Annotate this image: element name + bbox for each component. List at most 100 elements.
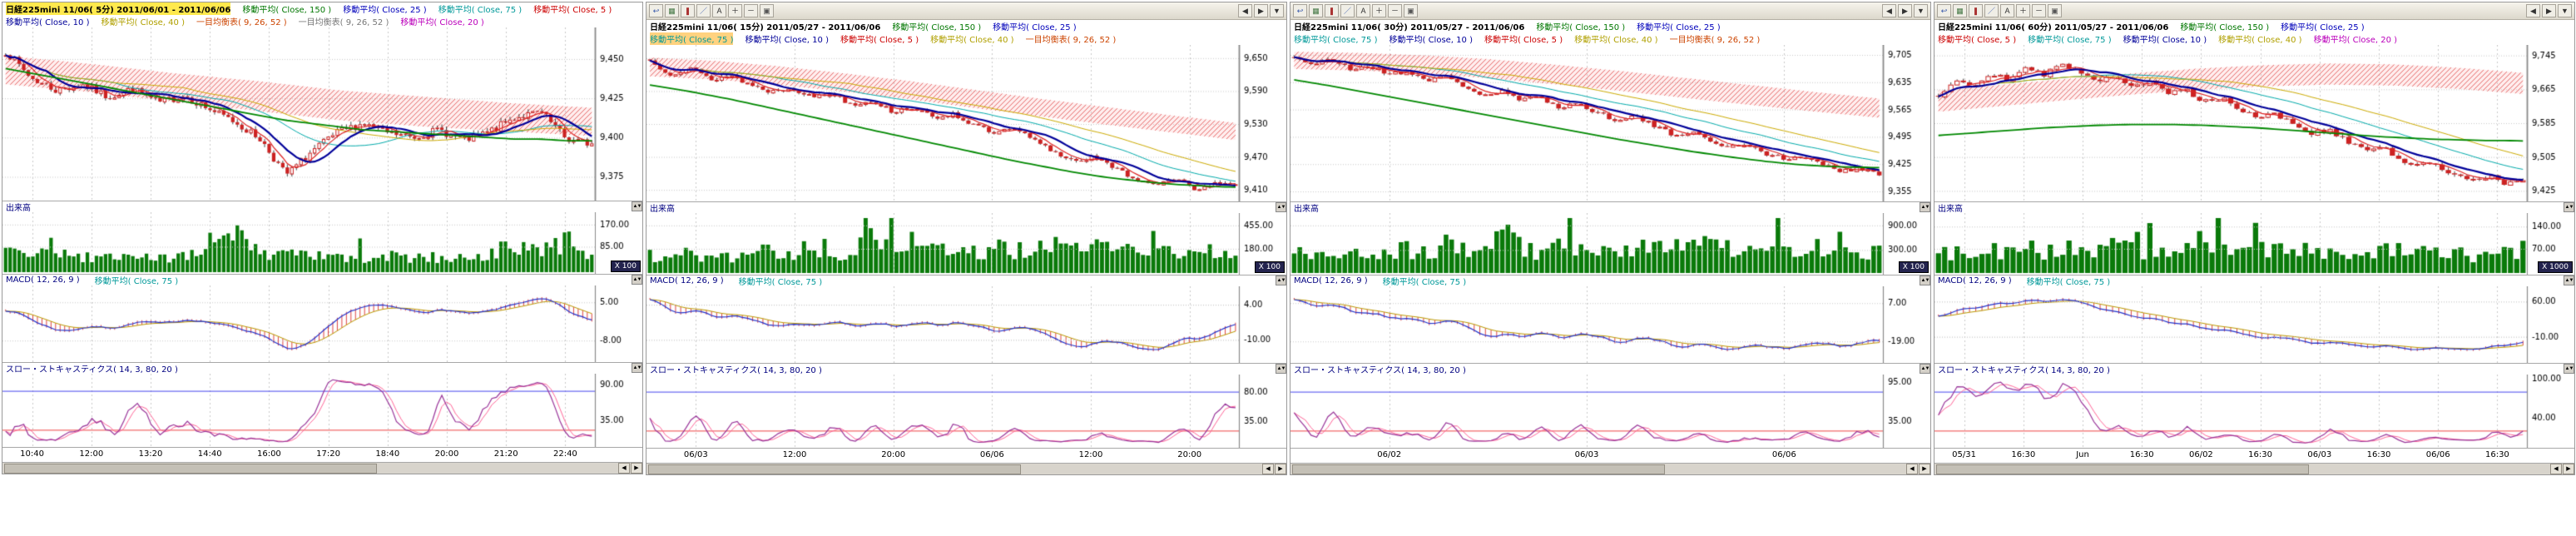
axis-spinner[interactable]: ▲▼	[1920, 364, 1930, 374]
axis-spinner[interactable]: ▲▼	[2564, 275, 2574, 285]
time-tick-label: 10:40	[20, 449, 45, 459]
menu-dropdown-icon[interactable]: ▼	[1270, 4, 1284, 17]
scroll-right-button[interactable]: ▶	[1275, 464, 1286, 474]
volume-label: 出来高	[1294, 205, 1319, 213]
scroll-right-button[interactable]: ▶	[2563, 464, 2574, 474]
scroll-right-button[interactable]: ▶	[631, 463, 642, 474]
zoom-out-icon[interactable]: －	[1388, 4, 1402, 17]
zoom-in-icon[interactable]: ＋	[1372, 4, 1386, 17]
scroll-left-button[interactable]: ◀	[2550, 464, 2562, 474]
macd-section: MACD( 12, 26, 9 ) 移動平均( Close, 75 ) ▲▼	[1290, 275, 1930, 364]
horizontal-scrollbar[interactable]: ◀ ▶	[646, 464, 1286, 474]
stochastics-canvas	[1934, 375, 2574, 448]
chart-grid-icon[interactable]: ▦	[1953, 4, 1967, 17]
legend-item: 移動平均( Close, 20 )	[2313, 36, 2398, 45]
scroll-right-button[interactable]: ▶	[1919, 464, 1930, 474]
horizontal-scrollbar[interactable]: ◀ ▶	[1290, 464, 1930, 474]
trendline-icon[interactable]: ／	[696, 4, 711, 17]
chart-toolbar: ↩ ▦ ❚ ／ A ＋－ ▣ ◀ ▶ ▼	[646, 2, 1286, 20]
scroll-back-icon[interactable]: ◀	[2526, 4, 2540, 17]
scroll-back-icon[interactable]: ◀	[1882, 4, 1896, 17]
settings-icon[interactable]: ▣	[1404, 4, 1418, 17]
zoom-in-icon[interactable]: ＋	[2016, 4, 2030, 17]
axis-spinner[interactable]: ▲▼	[1276, 202, 1286, 212]
menu-dropdown-icon[interactable]: ▼	[2558, 4, 2572, 17]
price-chart-section	[646, 45, 1286, 202]
settings-icon[interactable]: ▣	[2048, 4, 2062, 17]
text-tool-icon[interactable]: A	[1356, 4, 1370, 17]
axis-spinner[interactable]: ▲▼	[632, 275, 642, 285]
stochastics-label: スロー・ストキャスティクス( 14, 3, 80, 20 )	[6, 365, 178, 374]
chart-window-5min: 日経225mini 11/06( 5分) 2011/06/01 - 2011/0…	[2, 2, 643, 474]
scroll-forward-icon[interactable]: ▶	[1898, 4, 1912, 17]
chart-grid-icon[interactable]: ▦	[665, 4, 679, 17]
legend-item: 一目均衡表( 9, 26, 52 )	[298, 18, 389, 27]
horizontal-scrollbar[interactable]: ◀ ▶	[1934, 464, 2574, 474]
scroll-forward-icon[interactable]: ▶	[1254, 4, 1268, 17]
axis-spinner[interactable]: ▲▼	[2564, 202, 2574, 212]
legend-item: 移動平均( Close, 150 )	[242, 6, 332, 15]
volume-scale-badge: X 1000	[2538, 261, 2573, 273]
undo-icon[interactable]: ↩	[649, 4, 663, 17]
zoom-out-icon[interactable]: －	[2032, 4, 2046, 17]
time-tick-label: 06/06	[1771, 450, 1796, 459]
scroll-forward-icon[interactable]: ▶	[2542, 4, 2556, 17]
candlestick-icon[interactable]: ❚	[1325, 4, 1339, 17]
axis-spinner[interactable]: ▲▼	[1276, 275, 1286, 285]
legend-item: 移動平均( Close, 40 )	[1574, 36, 1658, 45]
axis-spinner[interactable]: ▲▼	[1276, 364, 1286, 374]
macd-label: MACD( 12, 26, 9 )	[1294, 276, 1368, 285]
axis-spinner[interactable]: ▲▼	[1920, 275, 1930, 285]
axis-spinner[interactable]: ▲▼	[2564, 364, 2574, 374]
scrollbar-thumb[interactable]	[648, 464, 1022, 474]
macd-label: MACD( 12, 26, 9 )	[6, 275, 80, 285]
candlestick-icon[interactable]: ❚	[1969, 4, 1983, 17]
scrollbar-thumb[interactable]	[1292, 464, 1666, 474]
scroll-left-button[interactable]: ◀	[618, 463, 630, 474]
macd-ma-label: 移動平均( Close, 75 )	[1382, 278, 1467, 286]
text-tool-icon[interactable]: A	[2000, 4, 2014, 17]
legend-item: 移動平均( Close, 150 )	[892, 23, 982, 32]
zoom-in-icon[interactable]: ＋	[728, 4, 742, 17]
trendline-icon[interactable]: ／	[1984, 4, 1999, 17]
volume-canvas	[1290, 213, 1930, 275]
zoom-out-icon[interactable]: －	[744, 4, 758, 17]
chart-window-30min: ↩ ▦ ❚ ／ A ＋－ ▣ ◀ ▶ ▼ 日経225mini 11/06( 30分) 2011/0…	[1290, 2, 1931, 475]
time-tick-label: 12:00	[782, 450, 807, 459]
chart-grid-icon[interactable]: ▦	[1309, 4, 1323, 17]
price-chart-canvas[interactable]	[2, 27, 642, 201]
time-tick-label: 06/02	[1377, 450, 1402, 459]
legend-item: 移動平均( Close, 25 )	[993, 23, 1077, 32]
macd-ma-label: 移動平均( Close, 75 )	[738, 278, 823, 286]
axis-spinner[interactable]: ▲▼	[632, 201, 642, 211]
legend-row-2: 移動平均( Close, 75 ) 移動平均( Close, 10 ) 移動平均( …	[1290, 32, 1930, 45]
price-chart-canvas[interactable]	[1290, 45, 1930, 201]
scrollbar-thumb[interactable]	[1936, 464, 2310, 474]
time-tick-label: 22:40	[552, 449, 577, 459]
macd-section: MACD( 12, 26, 9 ) 移動平均( Close, 75 ) ▲▼	[1934, 275, 2574, 364]
horizontal-scrollbar[interactable]: ◀ ▶	[2, 463, 642, 474]
legend-item: 移動平均( Close, 25 )	[2281, 23, 2365, 32]
scroll-left-button[interactable]: ◀	[1906, 464, 1918, 474]
indicator-legend: 日経225mini 11/06( 60分) 2011/05/27 - 2011/…	[1934, 20, 2574, 45]
axis-spinner[interactable]: ▲▼	[632, 363, 642, 373]
scroll-back-icon[interactable]: ◀	[1238, 4, 1252, 17]
macd-section: MACD( 12, 26, 9 ) 移動平均( Close, 75 ) ▲▼	[2, 275, 642, 363]
trendline-icon[interactable]: ／	[1340, 4, 1355, 17]
legend-item: 移動平均( Close, 5 )	[1484, 36, 1563, 45]
candlestick-icon[interactable]: ❚	[681, 4, 695, 17]
settings-icon[interactable]: ▣	[760, 4, 774, 17]
axis-spinner[interactable]: ▲▼	[1920, 202, 1930, 212]
text-tool-icon[interactable]: A	[712, 4, 726, 17]
undo-icon[interactable]: ↩	[1293, 4, 1307, 17]
legend-item: 移動平均( Close, 20 )	[400, 18, 484, 27]
scrollbar-thumb[interactable]	[4, 464, 378, 474]
menu-dropdown-icon[interactable]: ▼	[1914, 4, 1928, 17]
price-chart-canvas[interactable]	[1934, 45, 2574, 201]
time-tick-label: 20:00	[434, 449, 459, 459]
chart-title: 日経225mini 11/06( 30分) 2011/05/27 - 2011/…	[1294, 23, 1525, 32]
price-chart-canvas[interactable]	[646, 45, 1286, 201]
undo-icon[interactable]: ↩	[1937, 4, 1951, 17]
chart-windows-row: 日経225mini 11/06( 5分) 2011/06/01 - 2011/0…	[2, 2, 2575, 475]
scroll-left-button[interactable]: ◀	[1262, 464, 1274, 474]
